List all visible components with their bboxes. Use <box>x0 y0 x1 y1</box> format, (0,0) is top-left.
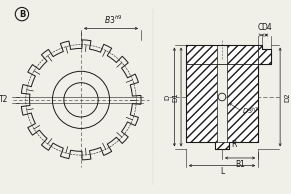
Polygon shape <box>258 45 271 64</box>
Text: D1: D1 <box>172 92 178 102</box>
Circle shape <box>218 93 226 101</box>
Text: $D3^{h7}$: $D3^{h7}$ <box>242 106 259 117</box>
Text: $B3^{h9}$: $B3^{h9}$ <box>104 13 122 26</box>
Text: D2: D2 <box>284 92 290 102</box>
Text: T2: T2 <box>0 95 9 104</box>
Text: L: L <box>220 167 224 177</box>
Polygon shape <box>227 45 258 149</box>
Text: C: C <box>258 23 263 32</box>
Text: D4: D4 <box>261 23 272 32</box>
Text: B: B <box>19 10 25 19</box>
Text: R: R <box>232 140 237 149</box>
Text: B1: B1 <box>235 160 245 169</box>
Polygon shape <box>215 142 229 149</box>
Text: D: D <box>165 94 171 100</box>
Polygon shape <box>186 45 217 149</box>
